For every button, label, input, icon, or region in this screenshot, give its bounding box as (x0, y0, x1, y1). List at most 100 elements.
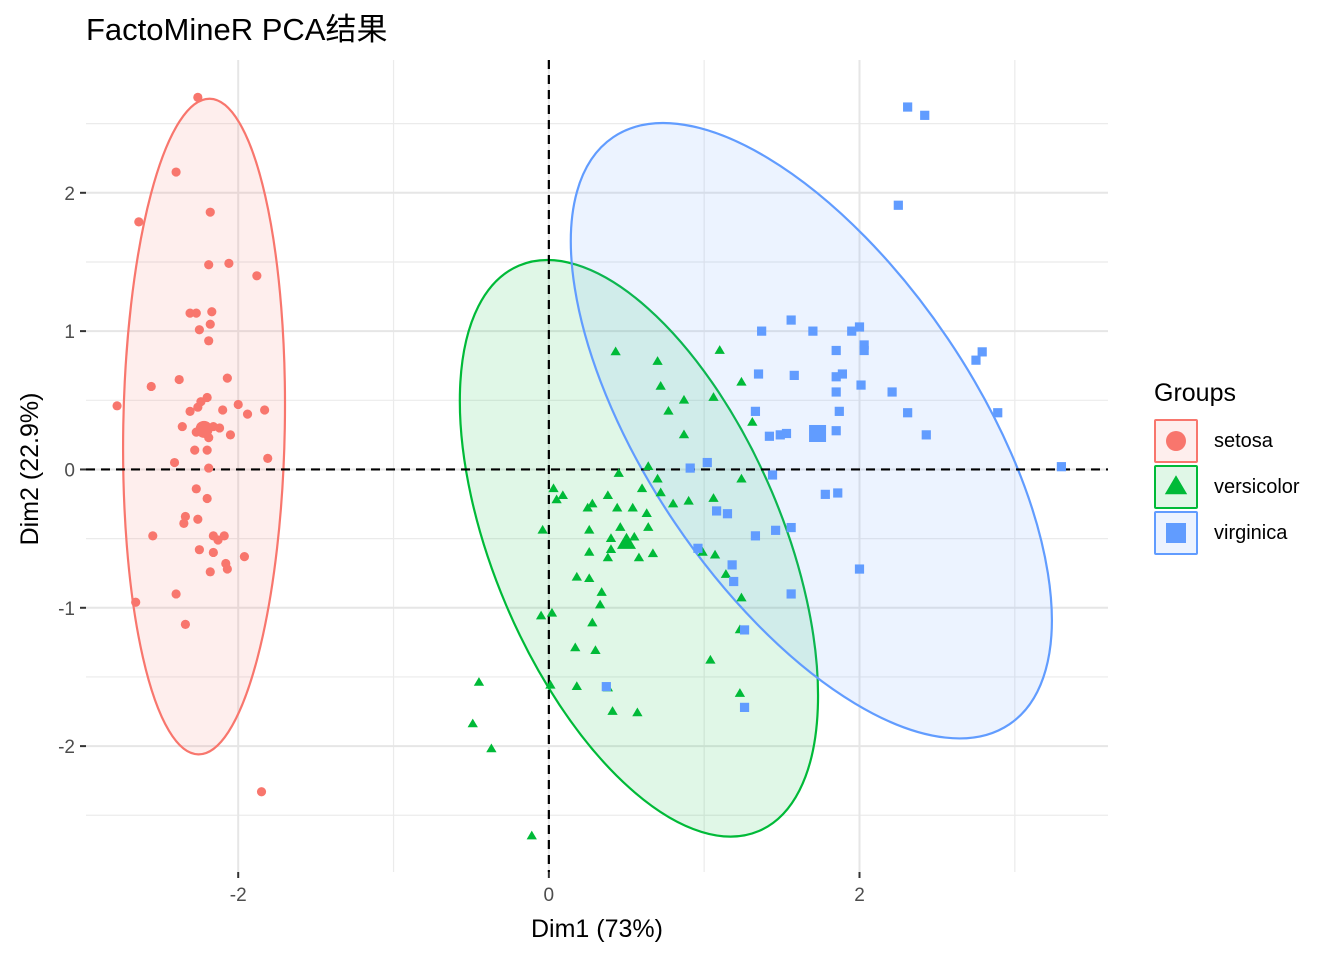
point-virginica (856, 380, 866, 390)
point-versicolor (643, 522, 654, 531)
point-versicolor (667, 498, 679, 508)
y-axis-title: Dim2 (22.9%) (16, 393, 44, 546)
point-virginica (993, 408, 1003, 418)
point-setosa (180, 511, 191, 522)
point-setosa (171, 589, 181, 599)
point-setosa (194, 325, 204, 335)
y-tick-label: 2 (64, 184, 75, 205)
point-virginica (727, 560, 737, 570)
point-versicolor (708, 392, 719, 401)
point-versicolor (633, 552, 645, 562)
point-versicolor (720, 569, 732, 578)
point-virginica (920, 110, 930, 120)
centroid-setosa (195, 420, 213, 438)
point-versicolor (605, 533, 617, 542)
point-versicolor (594, 599, 606, 609)
point-virginica (775, 430, 785, 440)
point-versicolor (546, 607, 558, 617)
point-versicolor (736, 376, 747, 386)
point-setosa (219, 531, 229, 541)
point-setosa (185, 406, 195, 416)
point-versicolor (652, 473, 663, 483)
point-versicolor (584, 573, 595, 583)
point-setosa (179, 518, 189, 529)
point-versicolor (551, 494, 562, 504)
point-virginica (781, 428, 792, 439)
point-versicolor (641, 508, 652, 518)
centroid-virginica (809, 424, 827, 442)
point-versicolor (587, 498, 598, 508)
point-virginica (757, 326, 767, 336)
y-tick-label: -1 (58, 599, 75, 620)
point-versicolor (709, 549, 721, 559)
point-virginica (764, 431, 775, 441)
point-virginica (854, 564, 865, 574)
point-versicolor (605, 544, 617, 554)
point-virginica (750, 531, 761, 541)
point-virginica (859, 345, 869, 356)
x-tick-label: 2 (854, 885, 865, 906)
point-virginica (693, 543, 703, 553)
x-tick-label: -2 (230, 885, 247, 906)
point-versicolor (548, 483, 559, 493)
y-tick-label: 1 (64, 322, 75, 343)
point-virginica (831, 345, 841, 356)
point-versicolor (596, 587, 607, 596)
point-setosa (202, 392, 212, 403)
point-virginica (750, 406, 761, 416)
y-tick-label: 0 (64, 460, 75, 481)
point-virginica (808, 326, 818, 336)
point-setosa (169, 457, 180, 468)
point-virginica (847, 326, 857, 336)
point-versicolor (697, 547, 708, 556)
point-virginica (786, 315, 796, 325)
point-versicolor (678, 429, 690, 439)
point-versicolor (736, 592, 747, 602)
point-versicolor (570, 642, 581, 652)
point-versicolor (627, 502, 638, 512)
point-setosa (260, 405, 270, 415)
point-setosa (205, 319, 215, 329)
legend-symbol-virginica (1166, 523, 1186, 543)
point-versicolor (655, 487, 666, 497)
point-versicolor (734, 688, 746, 697)
series-setosa (112, 92, 273, 797)
point-versicolor (705, 654, 716, 664)
point-virginica (834, 406, 844, 416)
legend-symbol-versicolor (1164, 475, 1188, 495)
point-setosa (263, 453, 273, 463)
legend-label-virginica: virginica (1214, 521, 1288, 544)
point-setosa (180, 619, 191, 629)
point-setosa (205, 567, 215, 577)
point-setosa (174, 374, 184, 385)
point-setosa (112, 401, 122, 411)
point-virginica (702, 457, 712, 468)
point-virginica (771, 525, 781, 535)
point-versicolor (587, 617, 598, 627)
point-setosa (256, 787, 267, 797)
point-setosa (190, 445, 200, 455)
point-virginica (601, 682, 611, 692)
point-setosa (239, 552, 250, 562)
point-setosa (252, 271, 262, 281)
point-virginica (729, 576, 739, 587)
point-versicolor (535, 610, 547, 620)
point-virginica (837, 369, 848, 379)
point-versicolor (708, 493, 719, 502)
point-setosa (204, 260, 214, 270)
point-virginica (831, 426, 841, 436)
point-virginica (1056, 462, 1067, 472)
legend-title: Groups (1154, 379, 1236, 407)
point-virginica (739, 702, 750, 712)
point-versicolor (590, 645, 601, 654)
chart-title: FactoMineR PCA结果 (86, 12, 388, 47)
series-virginica (601, 102, 1067, 712)
point-setosa (204, 336, 214, 346)
x-tick-label: 0 (544, 885, 555, 906)
legend-label-setosa: setosa (1214, 429, 1273, 452)
x-axis-title: Dim1 (73%) (531, 915, 663, 943)
point-versicolor (632, 707, 643, 717)
legend-item-versicolor: versicolor (1154, 464, 1300, 510)
centroid-versicolor (616, 532, 637, 549)
